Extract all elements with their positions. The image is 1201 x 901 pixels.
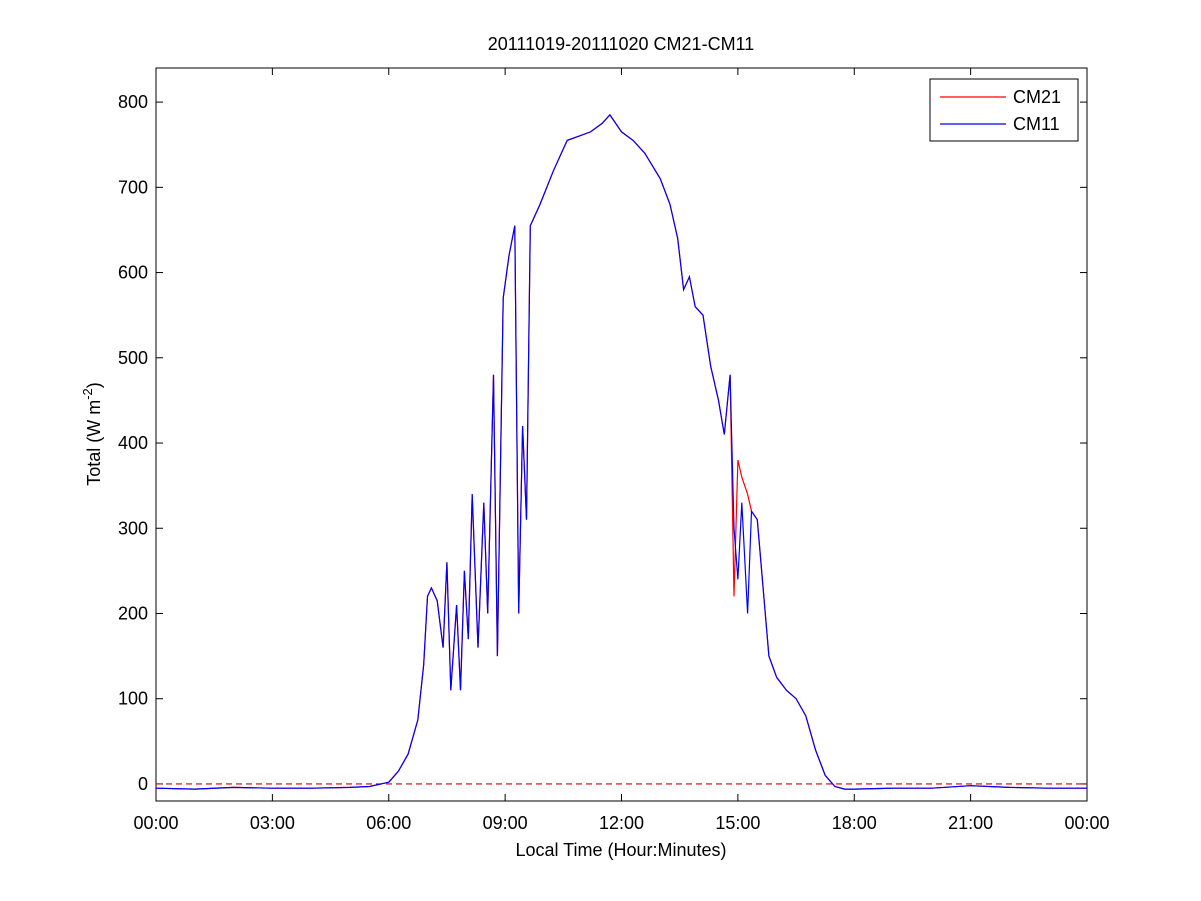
y-tick-label: 600 — [118, 263, 148, 283]
y-label-sup: -2 — [80, 388, 95, 400]
x-tick-label: 12:00 — [599, 813, 644, 833]
x-tick-label: 06:00 — [366, 813, 411, 833]
y-label-end: ) — [84, 382, 104, 388]
legend-label: CM11 — [1013, 114, 1060, 134]
y-tick-label: 700 — [118, 177, 148, 197]
y-tick-label: 500 — [118, 348, 148, 368]
y-axis-label: Total (W m-2) — [80, 382, 104, 486]
legend-box — [929, 78, 1079, 142]
x-tick-label: 00:00 — [133, 813, 178, 833]
x-tick-label: 09:00 — [483, 813, 528, 833]
y-tick-label: 0 — [138, 774, 148, 794]
y-tick-label: 300 — [118, 518, 148, 538]
y-label-main: Total (W m — [84, 400, 104, 486]
x-tick-label: 18:00 — [832, 813, 877, 833]
y-tick-label: 400 — [118, 433, 148, 453]
x-tick-label: 00:00 — [1064, 813, 1109, 833]
series-line — [156, 113, 1087, 790]
plot-area — [155, 67, 1088, 802]
x-axis-label: Local Time (Hour:Minutes) — [515, 840, 726, 860]
chart-title: 20111019-20111020 CM21-CM11 — [488, 34, 755, 54]
y-tick-label: 200 — [118, 603, 148, 623]
x-tick-label: 03:00 — [250, 813, 295, 833]
x-tick-label: 15:00 — [715, 813, 760, 833]
y-tick-label: 800 — [118, 92, 148, 112]
legend-label: CM21 — [1013, 87, 1061, 107]
y-tick-label: 100 — [118, 689, 148, 709]
x-tick-label: 21:00 — [948, 813, 993, 833]
